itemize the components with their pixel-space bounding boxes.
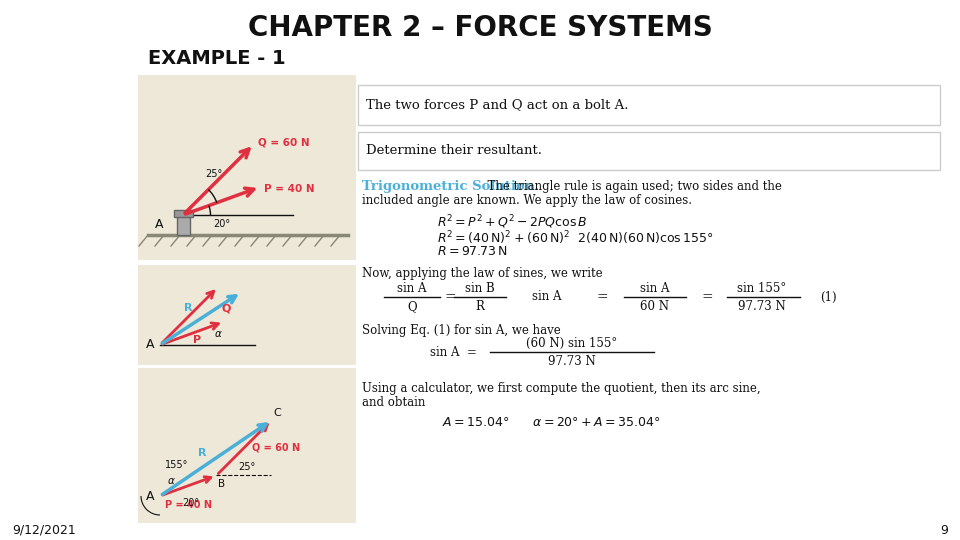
Text: A: A <box>146 339 154 352</box>
Text: (60 N) sin 155°: (60 N) sin 155° <box>526 337 617 350</box>
Text: included angle are known. We apply the law of cosines.: included angle are known. We apply the l… <box>362 194 692 207</box>
Text: 9: 9 <box>940 523 948 537</box>
Text: CHAPTER 2 – FORCE SYSTEMS: CHAPTER 2 – FORCE SYSTEMS <box>248 14 712 42</box>
Text: C: C <box>274 408 281 418</box>
Text: sin A  =: sin A = <box>430 346 477 359</box>
Text: 97.73 N: 97.73 N <box>548 355 596 368</box>
FancyBboxPatch shape <box>177 215 189 235</box>
Text: α: α <box>215 329 222 339</box>
Text: $A = 15.04°$      $\alpha = 20° + A = 35.04°$: $A = 15.04°$ $\alpha = 20° + A = 35.04°$ <box>442 416 660 429</box>
Text: 9/12/2021: 9/12/2021 <box>12 523 76 537</box>
Text: The two forces P and Q act on a bolt A.: The two forces P and Q act on a bolt A. <box>366 98 629 111</box>
Text: sin A: sin A <box>640 282 670 295</box>
Text: $R^2 = (40\,\mathrm{N})^2 + (60\,\mathrm{N})^2\ \ 2(40\,\mathrm{N})(60\,\mathrm{: $R^2 = (40\,\mathrm{N})^2 + (60\,\mathrm… <box>437 229 713 247</box>
Text: A: A <box>155 219 163 232</box>
Text: Q: Q <box>407 300 417 313</box>
FancyBboxPatch shape <box>138 265 356 365</box>
FancyBboxPatch shape <box>358 132 940 170</box>
Text: Trigonometric Solution.: Trigonometric Solution. <box>362 180 539 193</box>
Text: B: B <box>218 480 226 489</box>
Text: and obtain: and obtain <box>362 396 425 409</box>
Text: 20°: 20° <box>213 219 230 229</box>
Text: 155°: 155° <box>165 460 188 470</box>
Text: (1): (1) <box>820 291 836 303</box>
Text: 25°: 25° <box>205 169 223 179</box>
Text: P: P <box>193 335 201 346</box>
Text: Q = 60 N: Q = 60 N <box>252 443 300 453</box>
Text: $R = 97.73\,\mathrm{N}$: $R = 97.73\,\mathrm{N}$ <box>437 245 508 258</box>
FancyBboxPatch shape <box>174 210 193 217</box>
FancyBboxPatch shape <box>138 368 356 523</box>
Text: R: R <box>198 448 206 458</box>
Text: Q = 60 N: Q = 60 N <box>257 137 309 147</box>
Text: sin B: sin B <box>466 282 494 295</box>
Text: =: = <box>444 290 456 304</box>
Text: Using a calculator, we first compute the quotient, then its arc sine,: Using a calculator, we first compute the… <box>362 382 760 395</box>
Text: 97.73 N: 97.73 N <box>738 300 786 313</box>
Text: Q: Q <box>222 303 231 313</box>
Text: $R^2 = P^2 + Q^2 - 2PQ\cos B$: $R^2 = P^2 + Q^2 - 2PQ\cos B$ <box>437 213 588 231</box>
Text: EXAMPLE - 1: EXAMPLE - 1 <box>148 49 286 68</box>
Text: sin A: sin A <box>397 282 427 295</box>
Text: α: α <box>168 476 175 486</box>
Text: =: = <box>596 290 608 304</box>
Text: R: R <box>184 302 193 313</box>
Text: =: = <box>701 290 713 304</box>
Text: P = 40 N: P = 40 N <box>264 184 315 194</box>
FancyBboxPatch shape <box>138 75 356 260</box>
Text: R: R <box>475 300 485 313</box>
Text: Solving Eq. (1) for sin A, we have: Solving Eq. (1) for sin A, we have <box>362 324 561 337</box>
Text: Now, applying the law of sines, we write: Now, applying the law of sines, we write <box>362 267 603 280</box>
Text: sin 155°: sin 155° <box>737 282 786 295</box>
Text: The triangle rule is again used; two sides and the: The triangle rule is again used; two sid… <box>480 180 781 193</box>
Text: sin A: sin A <box>532 291 562 303</box>
Text: 25°: 25° <box>238 462 255 472</box>
Text: 60 N: 60 N <box>640 300 669 313</box>
Text: A: A <box>146 489 154 503</box>
Text: P = 40 N: P = 40 N <box>165 500 212 510</box>
Text: Determine their resultant.: Determine their resultant. <box>366 145 542 158</box>
FancyBboxPatch shape <box>358 85 940 125</box>
Text: 20°: 20° <box>182 498 199 508</box>
